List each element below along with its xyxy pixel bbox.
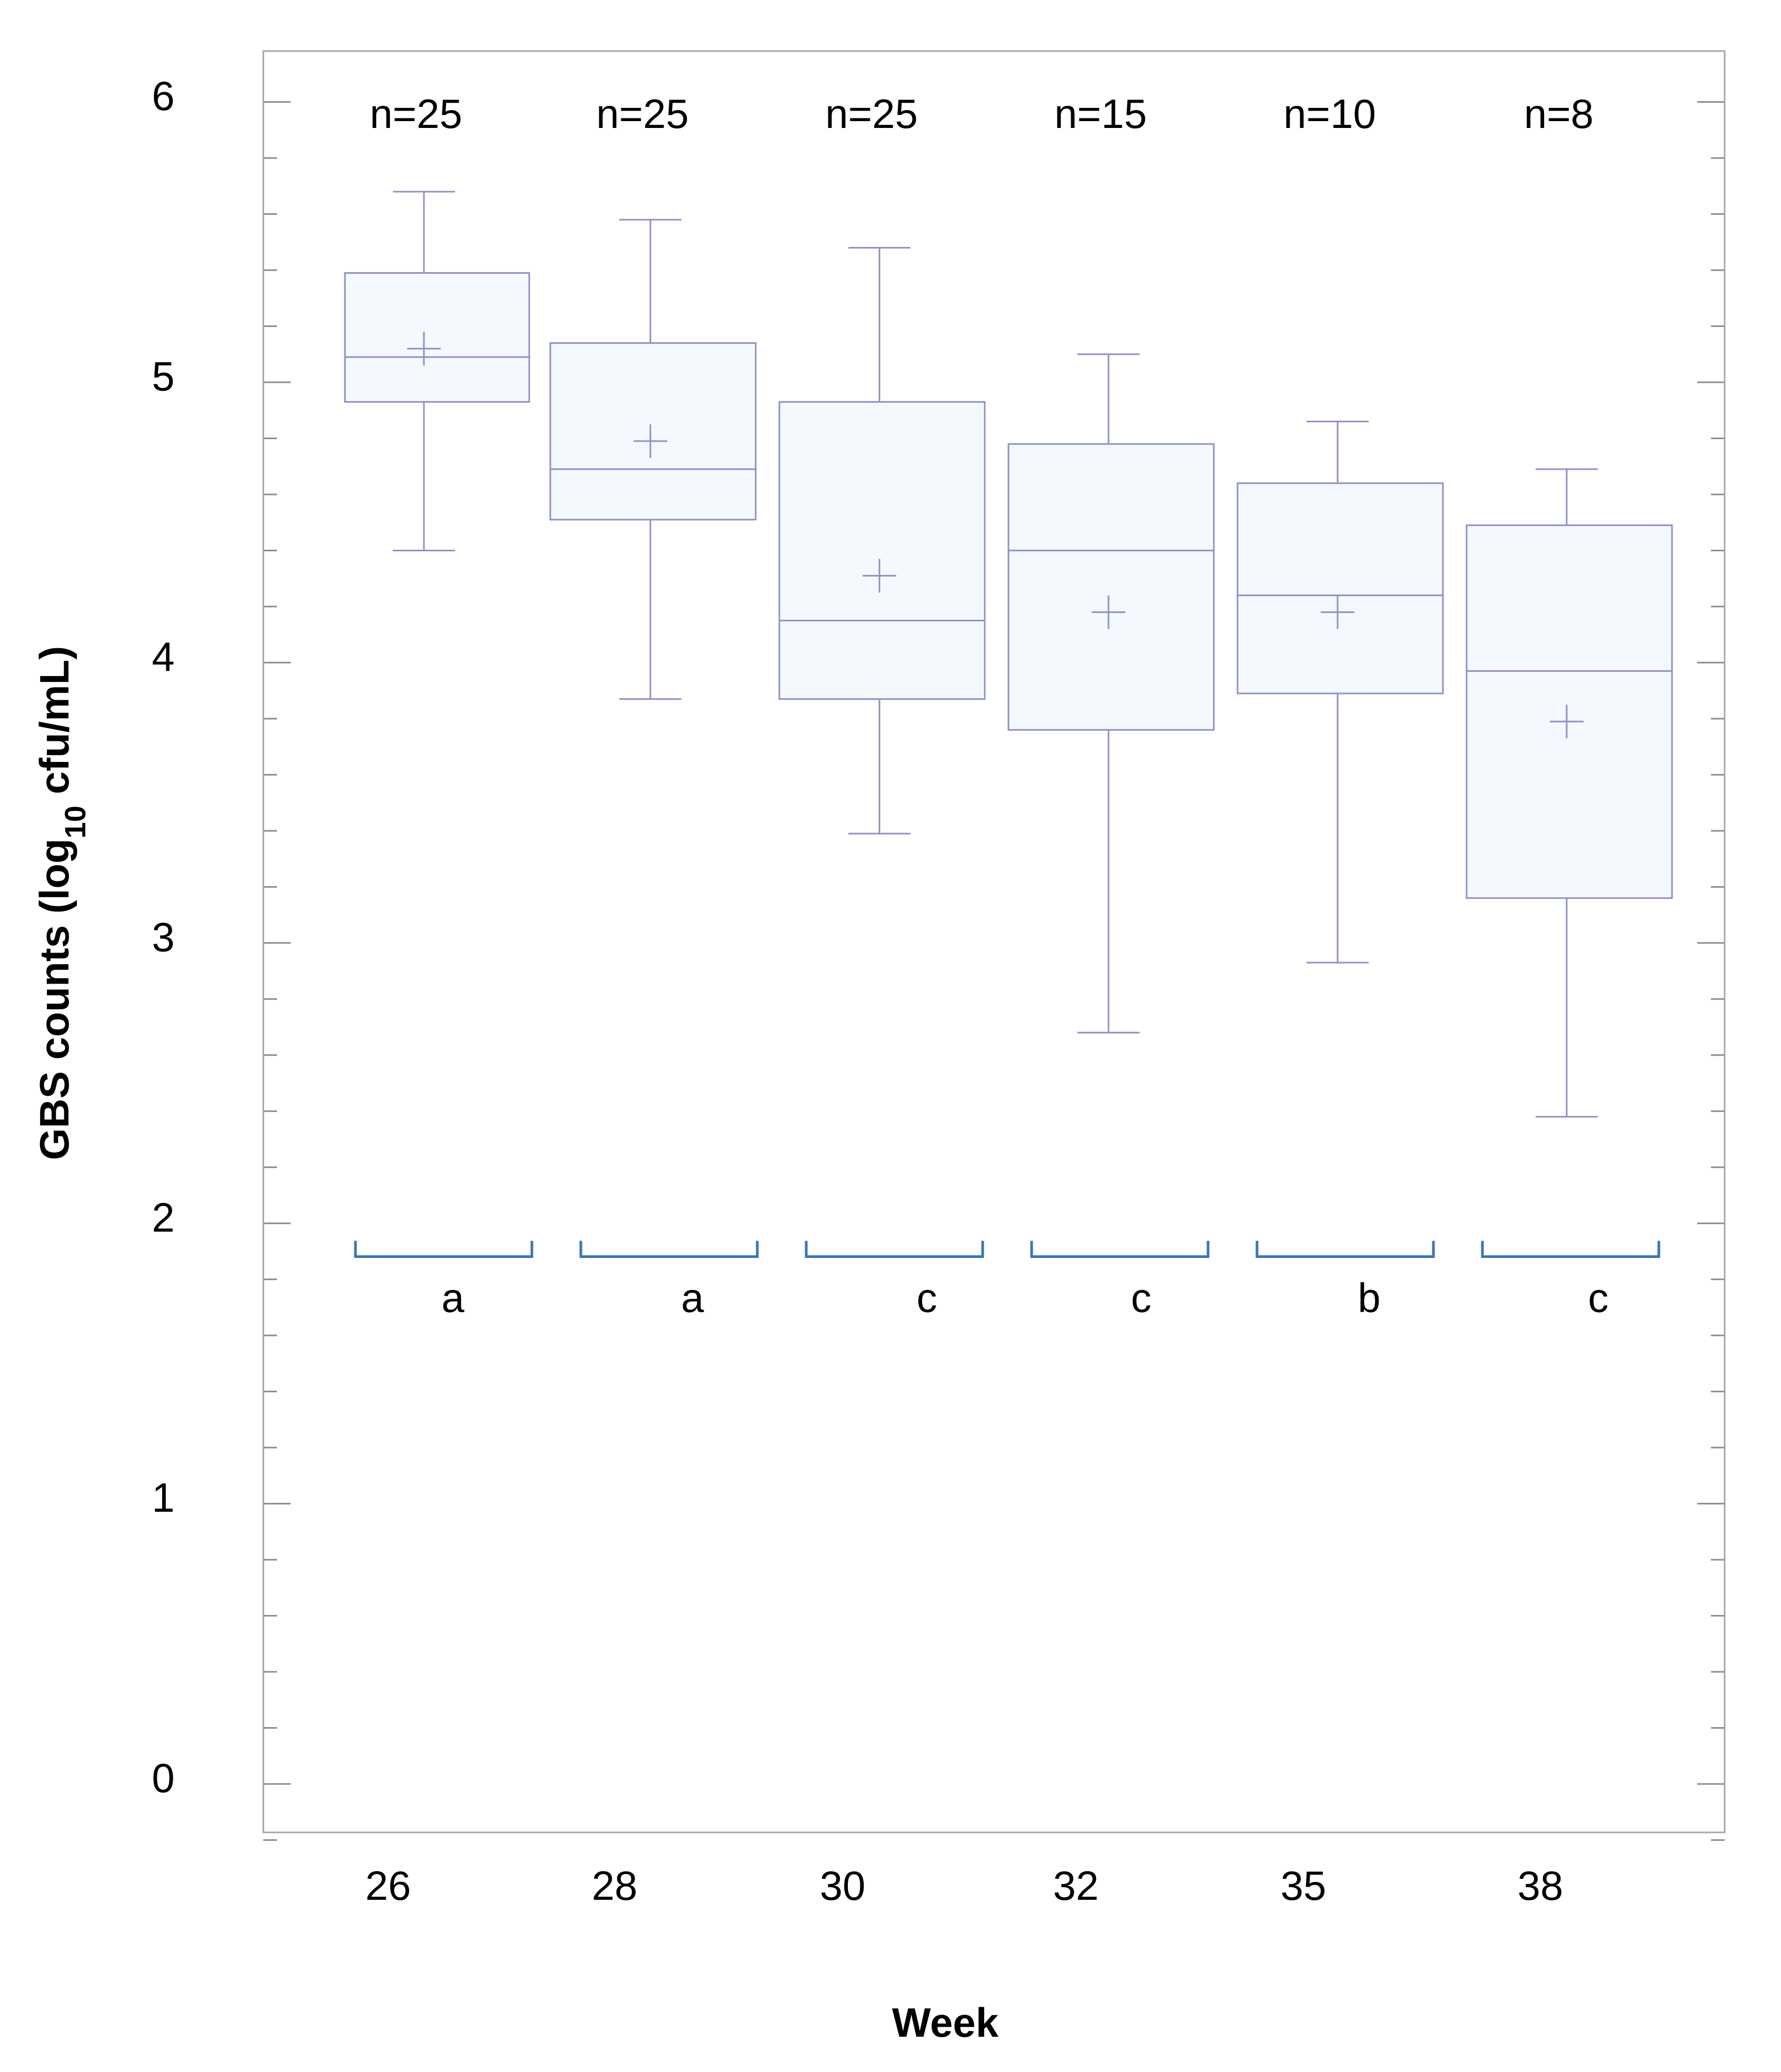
bracket-line <box>1255 1241 1435 1258</box>
box-group <box>549 219 757 700</box>
x-tick-label: 26 <box>365 1862 411 1909</box>
x-tick-label: 30 <box>820 1862 866 1909</box>
box-group <box>1007 353 1215 1034</box>
group-letter: b <box>1358 1274 1380 1321</box>
y-axis-title-suffix: cfu/mL) <box>31 646 77 806</box>
significance-bracket: c <box>1030 1241 1210 1321</box>
bracket-line <box>1481 1241 1660 1258</box>
y-tick-label: 1 <box>152 1474 174 1521</box>
significance-bracket: c <box>1481 1241 1660 1321</box>
box-group <box>1466 468 1673 1118</box>
y-tick-label: 3 <box>152 914 174 960</box>
x-tick-label: 38 <box>1518 1862 1564 1909</box>
plot-frame <box>262 50 1726 1833</box>
iqr-box <box>1466 524 1673 899</box>
significance-bracket: a <box>354 1241 533 1321</box>
bracket-line <box>1030 1241 1210 1258</box>
x-axis-title: Week <box>892 1999 999 2046</box>
y-axis-title: GBS counts (log10 cfu/mL) <box>31 646 92 1161</box>
sample-size-label: n=15 <box>1054 91 1147 137</box>
iqr-box <box>549 342 757 521</box>
y-axis-title-subscript: 10 <box>58 806 92 838</box>
sample-size-label: n=25 <box>825 91 918 137</box>
x-tick-label: 32 <box>1053 1862 1099 1909</box>
y-axis-title-prefix: GBS counts (log <box>31 838 77 1160</box>
axis-ticks <box>263 101 1725 1841</box>
y-tick-label: 4 <box>152 633 174 680</box>
group-letter: a <box>441 1274 464 1321</box>
group-letter: a <box>681 1274 704 1321</box>
y-tick-label: 5 <box>152 353 174 400</box>
y-tick-label: 2 <box>152 1194 174 1241</box>
sample-size-label: n=25 <box>370 91 462 137</box>
bracket-line <box>579 1241 759 1258</box>
group-letter: c <box>1131 1274 1152 1321</box>
sample-size-label: n=8 <box>1524 91 1594 137</box>
significance-bracket: a <box>579 1241 759 1321</box>
bracket-line <box>805 1241 984 1258</box>
box-group <box>778 246 986 835</box>
box-group <box>1236 421 1444 964</box>
group-letter: c <box>917 1274 937 1321</box>
iqr-box <box>778 401 986 700</box>
box-group <box>344 191 530 551</box>
labels: 0 1 2 3 4 5 6 26 28 30 32 35 38 n=25 n=25 n=25 n=15 n=10 n… <box>152 73 1660 1909</box>
sample-size-label: n=10 <box>1283 91 1376 137</box>
significance-bracket: b <box>1255 1241 1435 1321</box>
y-tick-label: 0 <box>152 1755 174 1801</box>
y-tick-label: 6 <box>152 73 174 119</box>
x-tick-label: 35 <box>1281 1862 1327 1909</box>
sample-size-label: n=25 <box>596 91 689 137</box>
significance-bracket: c <box>805 1241 984 1321</box>
iqr-box <box>1236 482 1444 695</box>
bracket-line <box>354 1241 533 1258</box>
iqr-box <box>344 272 530 403</box>
x-tick-label: 28 <box>592 1862 638 1909</box>
boxes <box>344 191 1673 1118</box>
iqr-box <box>1007 443 1215 731</box>
group-letter: c <box>1588 1274 1609 1321</box>
